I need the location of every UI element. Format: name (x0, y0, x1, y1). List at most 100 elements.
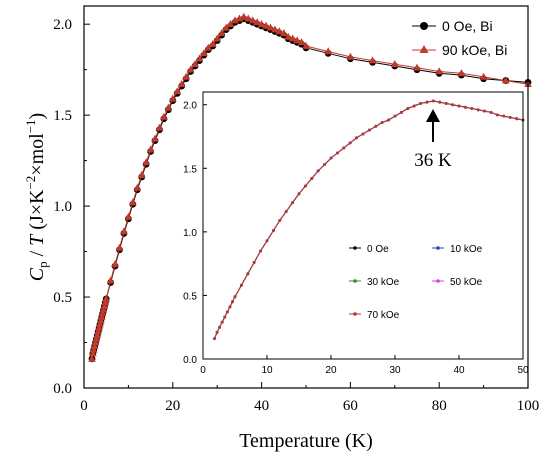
inset-data-point (470, 107, 474, 110)
inset-background (203, 92, 523, 359)
inset-data-point (489, 110, 493, 114)
inset-data-point (387, 118, 390, 122)
inset-data-point (457, 104, 461, 108)
main-data-point (271, 25, 279, 33)
inset-x-axis: 0 10 20 30 40 50 (200, 355, 529, 376)
inset-data-point (231, 300, 234, 304)
main-data-point (111, 260, 119, 268)
inset-legend-item: 30 kOe (349, 277, 400, 288)
inset-data-point (316, 169, 320, 173)
main-data-point (120, 227, 128, 235)
main-data-point (235, 14, 244, 22)
main-data-point (151, 134, 159, 142)
inset-data-point (464, 105, 467, 109)
inset-plot-area: 0 10 20 30 40 50 0.0 0.5 1.0 1.5 2.0 (183, 91, 529, 376)
inset-data-point (228, 305, 232, 309)
main-data-point (280, 29, 288, 37)
inset-data-point (355, 136, 358, 140)
main-data-point (293, 36, 301, 44)
inset-data-point (233, 295, 237, 299)
main-data-point (89, 349, 97, 357)
inset-y-tick-label: 1.0 (183, 228, 197, 239)
inset-legend-marker (353, 246, 357, 250)
main-data-point (142, 158, 150, 166)
main-data-point (217, 29, 226, 37)
inset-legend-label: 70 kOe (367, 310, 400, 321)
y-title-part-0: C (26, 267, 48, 281)
inset-data-point (323, 163, 326, 166)
inset-legend-label: 30 kOe (367, 277, 400, 288)
inset-data-point (406, 107, 410, 110)
main-data-point (253, 18, 261, 26)
inset-data-point (265, 239, 269, 243)
inset-data-point (502, 114, 506, 118)
inset-data-point (310, 177, 314, 180)
main-data-point (106, 276, 115, 284)
inset-data-point (451, 103, 454, 107)
main-x-tick-label: 60 (343, 398, 358, 414)
inset-x-tick-label: 0 (200, 365, 206, 376)
main-y-axis: 0.0 0.5 1.0 1.5 2.0 (53, 17, 90, 397)
inset-legend-label: 10 kOe (450, 244, 483, 255)
inset-data-point (225, 310, 229, 314)
main-data-point (91, 338, 100, 346)
inset-legend-item: 50 kOe (432, 277, 483, 288)
inset-data-point (374, 124, 378, 128)
main-data-point (226, 19, 235, 27)
main-data-point (302, 41, 310, 49)
y-title-part-4: (J×K (26, 189, 48, 235)
inset-legend-marker (353, 279, 357, 283)
main-data-point (222, 23, 230, 31)
inset-data-point (483, 109, 486, 113)
inset-data-point (240, 283, 243, 287)
main-data-point (96, 320, 104, 328)
main-series-1 (88, 12, 532, 362)
inset-data-point (380, 121, 384, 124)
inset-legend-marker (353, 312, 357, 316)
main-data-point (160, 112, 168, 120)
inset-data-point (496, 113, 499, 117)
inset-data-point (297, 192, 301, 196)
main-legend-marker (419, 45, 429, 53)
main-data-point (173, 87, 182, 95)
main-data-point (129, 198, 137, 206)
main-data-point (208, 40, 217, 47)
inset-data-point (508, 116, 512, 119)
y-title-part-3: T (26, 233, 48, 246)
inset-data-point (348, 141, 352, 145)
main-x-tick-label: 20 (165, 398, 180, 414)
main-data-point (391, 60, 399, 68)
main-data-point (93, 331, 102, 339)
inset-y-tick-label: 1.5 (183, 164, 197, 175)
main-data-point (275, 27, 284, 35)
inset-data-point (252, 260, 256, 264)
main-data-point (88, 354, 96, 362)
y-title-part-7: −1 (23, 119, 38, 133)
inset-y-tick-label: 0.0 (183, 355, 197, 366)
main-data-point (164, 103, 173, 111)
main-data-point (413, 63, 421, 71)
inset-data-point (361, 132, 365, 136)
inset-data-point (425, 100, 429, 104)
inset-data-point (438, 100, 442, 104)
main-plot-area: 0 20 40 60 80 100 0.00.51.01.52.0 (53, 5, 539, 414)
main-data-point (435, 67, 443, 75)
inset-legend-marker (436, 246, 440, 250)
inset-data-point (246, 272, 250, 276)
main-y-tick-label: 0.5 (53, 290, 72, 306)
main-data-point (89, 345, 98, 353)
main-y-tick-label: 2.0 (53, 17, 72, 33)
main-data-point (240, 12, 248, 20)
main-data-point (115, 243, 124, 251)
y-title-part-6: ×mol (26, 133, 48, 176)
main-data-point (213, 34, 221, 42)
main-legend-label: 0 Oe, Bi (442, 18, 493, 34)
main-data-point (99, 305, 108, 313)
peak-arrow-head (426, 109, 440, 122)
main-data-point (244, 14, 253, 22)
inset-plot-frame (202, 91, 524, 360)
inset-x-tick-label: 50 (517, 365, 529, 376)
main-data-point (231, 16, 239, 24)
y-title-part-1: p (35, 261, 50, 268)
main-y-axis-title: Cp / T (J×K−2×mol−1) (23, 113, 50, 281)
